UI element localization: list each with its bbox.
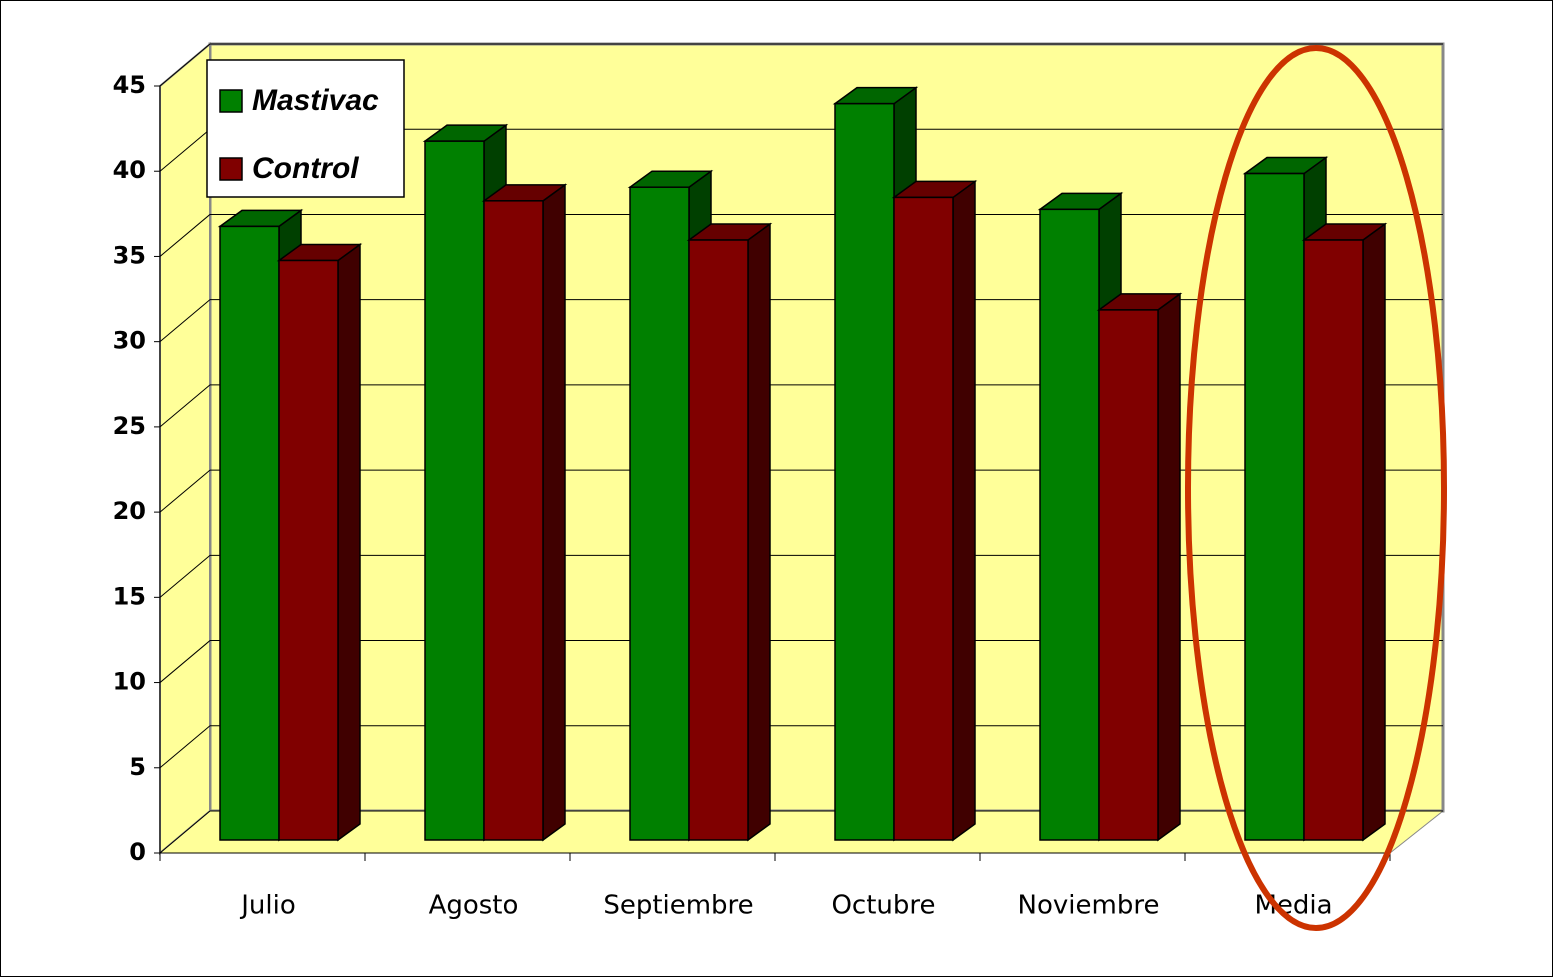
y-tick-label: 0 (129, 838, 146, 866)
bar-front (483, 200, 544, 841)
bar (891, 179, 978, 842)
x-tick-label: Agosto (429, 891, 519, 921)
bar-front (629, 186, 690, 841)
side-grid-line (159, 384, 211, 428)
y-tick-label: 15 (113, 582, 146, 610)
bar-front (688, 239, 749, 841)
grid (154, 43, 1443, 861)
y-tick-label: 20 (113, 497, 146, 525)
y-tick-label: 40 (113, 156, 146, 184)
bar-side (952, 179, 976, 842)
bar (481, 183, 568, 842)
side-grid-line (159, 725, 211, 769)
x-tick-label: Julio (239, 891, 296, 921)
y-tick-label: 5 (129, 753, 146, 781)
side-grid-line (159, 43, 211, 87)
legend-label: Control (252, 152, 359, 185)
bar-front (424, 140, 485, 841)
bar-front (1244, 172, 1305, 841)
bar-front (219, 225, 280, 841)
y-tick-label: 45 (113, 71, 146, 99)
legend-label: Mastivac (252, 84, 379, 117)
bars (217, 86, 1388, 842)
x-tick-label: Septiembre (603, 891, 753, 921)
bar-front (278, 259, 339, 841)
side-grid-line (159, 554, 211, 598)
bar-side (542, 183, 566, 842)
bar-front (1303, 239, 1364, 841)
labels: 0 5 10 15 20 25 30 35 40 45 Julio Agosto Septiembre O… (113, 71, 1333, 921)
legend: Mastivac Control (206, 59, 405, 198)
bar (1301, 222, 1388, 842)
bar-front (893, 196, 954, 841)
y-tick-label: 30 (113, 327, 146, 355)
legend-swatch (219, 89, 243, 113)
bar-side (1362, 222, 1386, 842)
side-grid-line (159, 640, 211, 683)
bar-front (834, 102, 895, 841)
bar (276, 243, 363, 842)
bar (686, 222, 773, 842)
bar-front (1039, 208, 1100, 841)
side-grid-line (159, 299, 211, 343)
y-tick-label: 25 (113, 412, 146, 440)
side-grid-line (159, 469, 211, 513)
y-tick-label: 10 (113, 668, 146, 696)
highlight-ellipse (1185, 45, 1447, 931)
x-tick-label: Octubre (831, 891, 935, 921)
side-grid-line (159, 214, 211, 257)
bar-side (1157, 292, 1181, 842)
side-grid-line (159, 810, 211, 854)
bar-side (337, 243, 361, 842)
bar-side (747, 222, 771, 842)
legend-swatch (219, 157, 243, 181)
bar-front (1098, 309, 1159, 841)
side-grid-line (159, 128, 211, 172)
y-tick-label: 35 (113, 241, 146, 269)
x-tick-label: Noviembre (1018, 891, 1160, 921)
bar (1096, 292, 1183, 842)
